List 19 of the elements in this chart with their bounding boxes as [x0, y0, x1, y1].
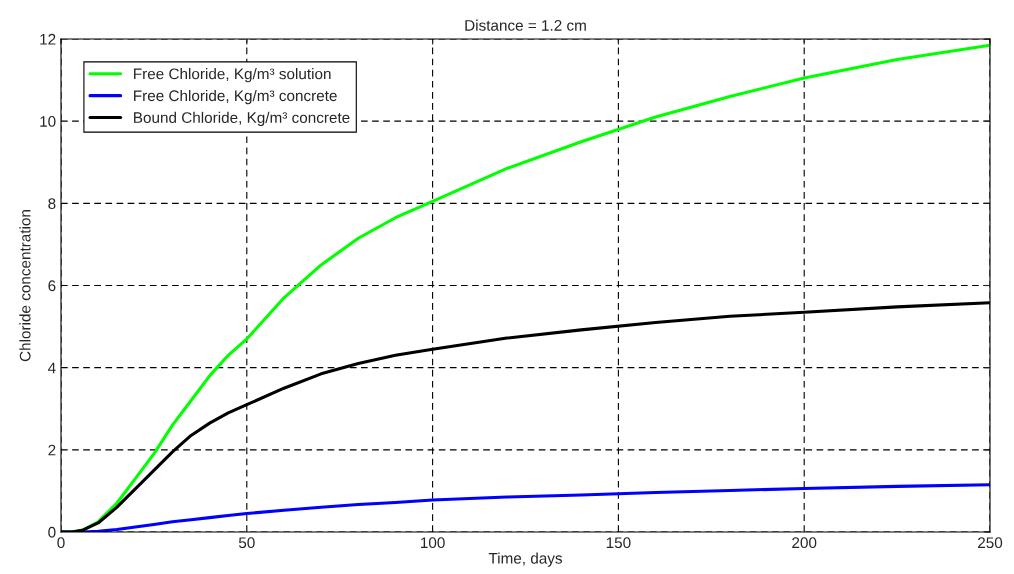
x-tick-label: 250	[978, 537, 1003, 549]
y-tick-label: 6	[48, 280, 56, 292]
y-tick-label: 8	[48, 198, 56, 210]
y-tick-label: 2	[48, 444, 56, 456]
y-tick-label: 0	[48, 526, 56, 538]
chart-title: Distance = 1.2 cm	[465, 19, 586, 31]
legend-label: Free Chloride, Kg/m³ concrete	[134, 89, 337, 105]
x-tick-label: 50	[238, 537, 255, 549]
y-axis-title: Chloride concentration	[19, 210, 31, 362]
y-tick-label: 4	[47, 362, 56, 374]
legend-label: Free Chloride, Kg/m³ solution	[134, 68, 331, 83]
x-tick-label: 100	[421, 537, 445, 549]
y-tick-label: 10	[40, 116, 56, 127]
x-tick-label: 150	[606, 537, 631, 549]
y-tick-label: 12	[40, 33, 56, 45]
x-tick-label: 200	[792, 537, 817, 549]
legend-label: Bound Chloride, Kg/m³ concrete	[134, 111, 350, 127]
x-tick-label: 0	[57, 537, 65, 549]
x-axis-title: Time, days	[488, 552, 563, 567]
